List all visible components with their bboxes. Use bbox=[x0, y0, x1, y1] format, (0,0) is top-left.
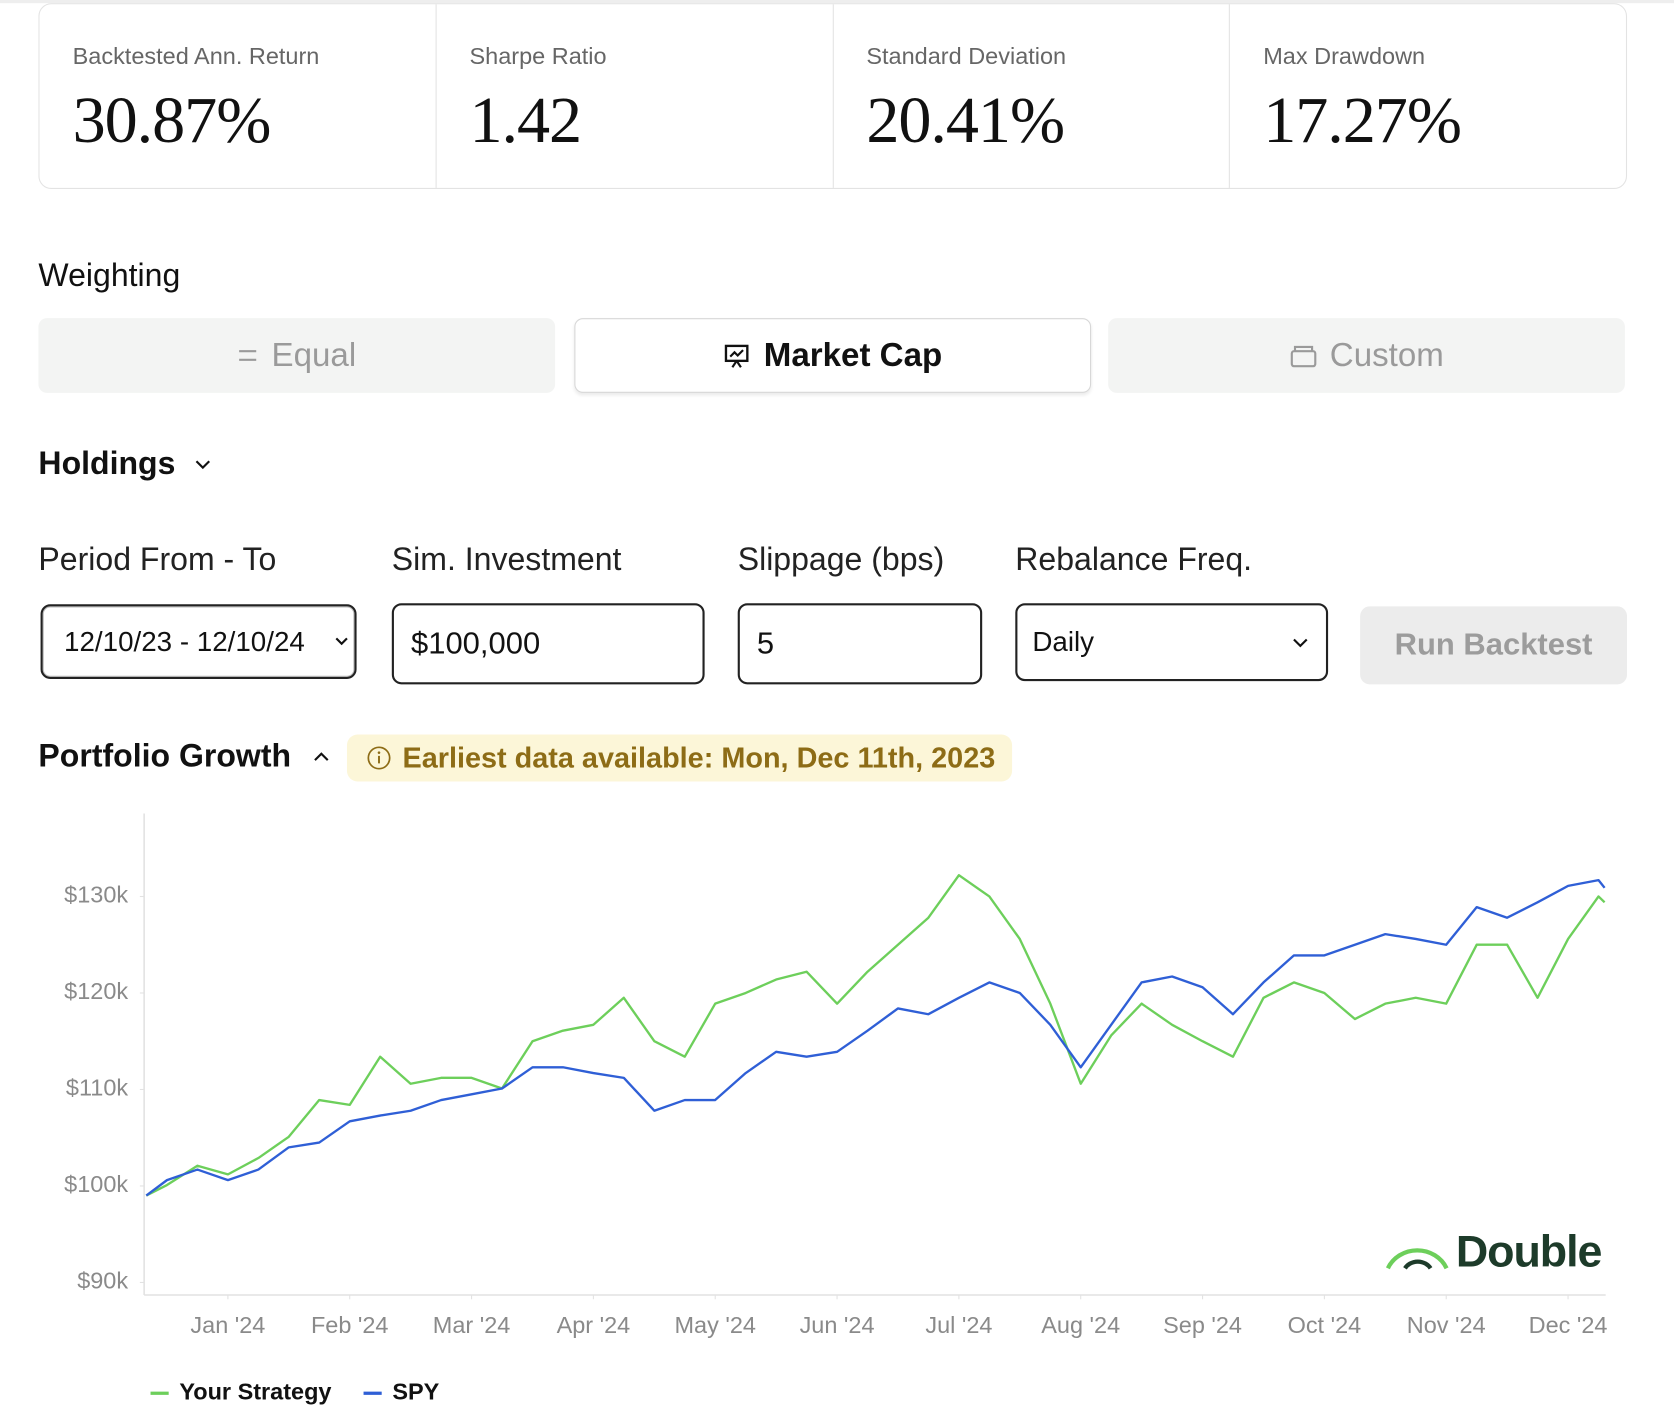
notice-text: Earliest data available: Mon, Dec 11th, … bbox=[402, 741, 996, 774]
metric-label: Max Drawdown bbox=[1263, 42, 1426, 70]
section-title: Weighting bbox=[38, 258, 181, 294]
x-tick-label: Sep '24 bbox=[1163, 1312, 1242, 1338]
metric-card: Max Drawdown 17.27% bbox=[1230, 4, 1626, 188]
x-tick-label: Dec '24 bbox=[1529, 1312, 1608, 1338]
y-tick-label: $120k bbox=[64, 978, 128, 1004]
watermark: Double bbox=[1456, 1225, 1602, 1276]
field-label: Sim. Investment bbox=[391, 542, 622, 578]
portfolio-growth-toggle[interactable]: Portfolio Growth bbox=[38, 739, 329, 775]
field-label: Period From - To bbox=[38, 542, 277, 578]
equal-icon bbox=[239, 350, 257, 361]
chevron-up bbox=[313, 752, 329, 761]
field-label: Rebalance Freq. bbox=[1015, 542, 1253, 578]
rebalance-select[interactable]: Daily bbox=[1015, 603, 1329, 682]
x-tick-label: Jul '24 bbox=[925, 1312, 992, 1338]
legend-label: SPY bbox=[392, 1378, 439, 1404]
chevron-down bbox=[335, 637, 348, 646]
y-tick-label: $100k bbox=[64, 1171, 128, 1197]
metric-card: Sharpe Ratio 1.42 bbox=[436, 4, 834, 188]
chevron-down bbox=[196, 460, 211, 470]
section-title: Portfolio Growth bbox=[38, 738, 292, 775]
weighting-option[interactable]: Equal bbox=[38, 318, 556, 393]
metric-label: Backtested Ann. Return bbox=[72, 42, 320, 70]
investment-input[interactable]: $100,000 bbox=[391, 603, 705, 685]
series-line bbox=[145, 874, 1606, 1197]
x-tick-label: Oct '24 bbox=[1288, 1312, 1362, 1338]
metric-value: 1.42 bbox=[469, 84, 582, 157]
field-value: 12/10/23 - 12/10/24 bbox=[64, 625, 305, 658]
x-tick-label: Apr '24 bbox=[557, 1312, 631, 1338]
x-tick-label: Mar '24 bbox=[433, 1312, 511, 1338]
x-tick-label: Feb '24 bbox=[311, 1312, 389, 1338]
y-tick-label: $110k bbox=[66, 1075, 128, 1101]
top-border bbox=[0, 0, 1674, 4]
x-tick-label: Jun '24 bbox=[800, 1312, 875, 1338]
x-tick-label: Jan '24 bbox=[190, 1312, 265, 1338]
series-line bbox=[145, 878, 1606, 1197]
option-label: Equal bbox=[271, 336, 357, 374]
metric-card: Standard Deviation 20.41% bbox=[833, 4, 1231, 188]
field-value: Daily bbox=[1032, 625, 1095, 658]
option-label: Market Cap bbox=[763, 336, 943, 374]
x-tick-label: May '24 bbox=[674, 1312, 755, 1338]
run-backtest-button[interactable]: Run Backtest bbox=[1360, 606, 1628, 685]
chevron-down bbox=[1293, 638, 1308, 648]
metric-value: 20.41% bbox=[866, 84, 1065, 157]
x-tick-label: Nov '24 bbox=[1407, 1312, 1486, 1338]
chart-icon bbox=[725, 344, 749, 368]
metric-label: Standard Deviation bbox=[866, 42, 1067, 70]
metric-value: 30.87% bbox=[72, 84, 272, 157]
metric-value: 17.27% bbox=[1263, 84, 1462, 157]
metric-label: Sharpe Ratio bbox=[469, 42, 607, 70]
y-tick-label: $130k bbox=[64, 882, 128, 908]
field-value: 5 bbox=[756, 626, 775, 661]
x-tick-label: Aug '24 bbox=[1041, 1312, 1120, 1338]
field-value: $100,000 bbox=[411, 626, 541, 661]
legend-label: Your Strategy bbox=[179, 1378, 331, 1404]
metric-card: Backtested Ann. Return 30.87% bbox=[40, 4, 437, 188]
weighting-option[interactable]: Custom bbox=[1108, 318, 1625, 393]
info-icon bbox=[367, 746, 391, 770]
section-title: Holdings bbox=[38, 446, 176, 482]
slippage-input[interactable]: 5 bbox=[737, 603, 983, 685]
date-range-select[interactable]: 12/10/23 - 12/10/24 bbox=[40, 604, 357, 679]
field-label: Slippage (bps) bbox=[737, 542, 945, 578]
holdings-toggle[interactable]: Holdings bbox=[38, 446, 211, 482]
data-notice: Earliest data available: Mon, Dec 11th, … bbox=[346, 734, 1013, 782]
metric-cards: Backtested Ann. Return 30.87% Sharpe Rati… bbox=[38, 3, 1628, 189]
weighting-option[interactable]: Market Cap bbox=[574, 318, 1092, 393]
logo-arc bbox=[1385, 1248, 1449, 1270]
logo-arc bbox=[1403, 1259, 1433, 1270]
y-tick-label: $90k bbox=[77, 1268, 128, 1294]
custom-icon bbox=[1290, 345, 1316, 368]
option-label: Custom bbox=[1329, 336, 1444, 374]
